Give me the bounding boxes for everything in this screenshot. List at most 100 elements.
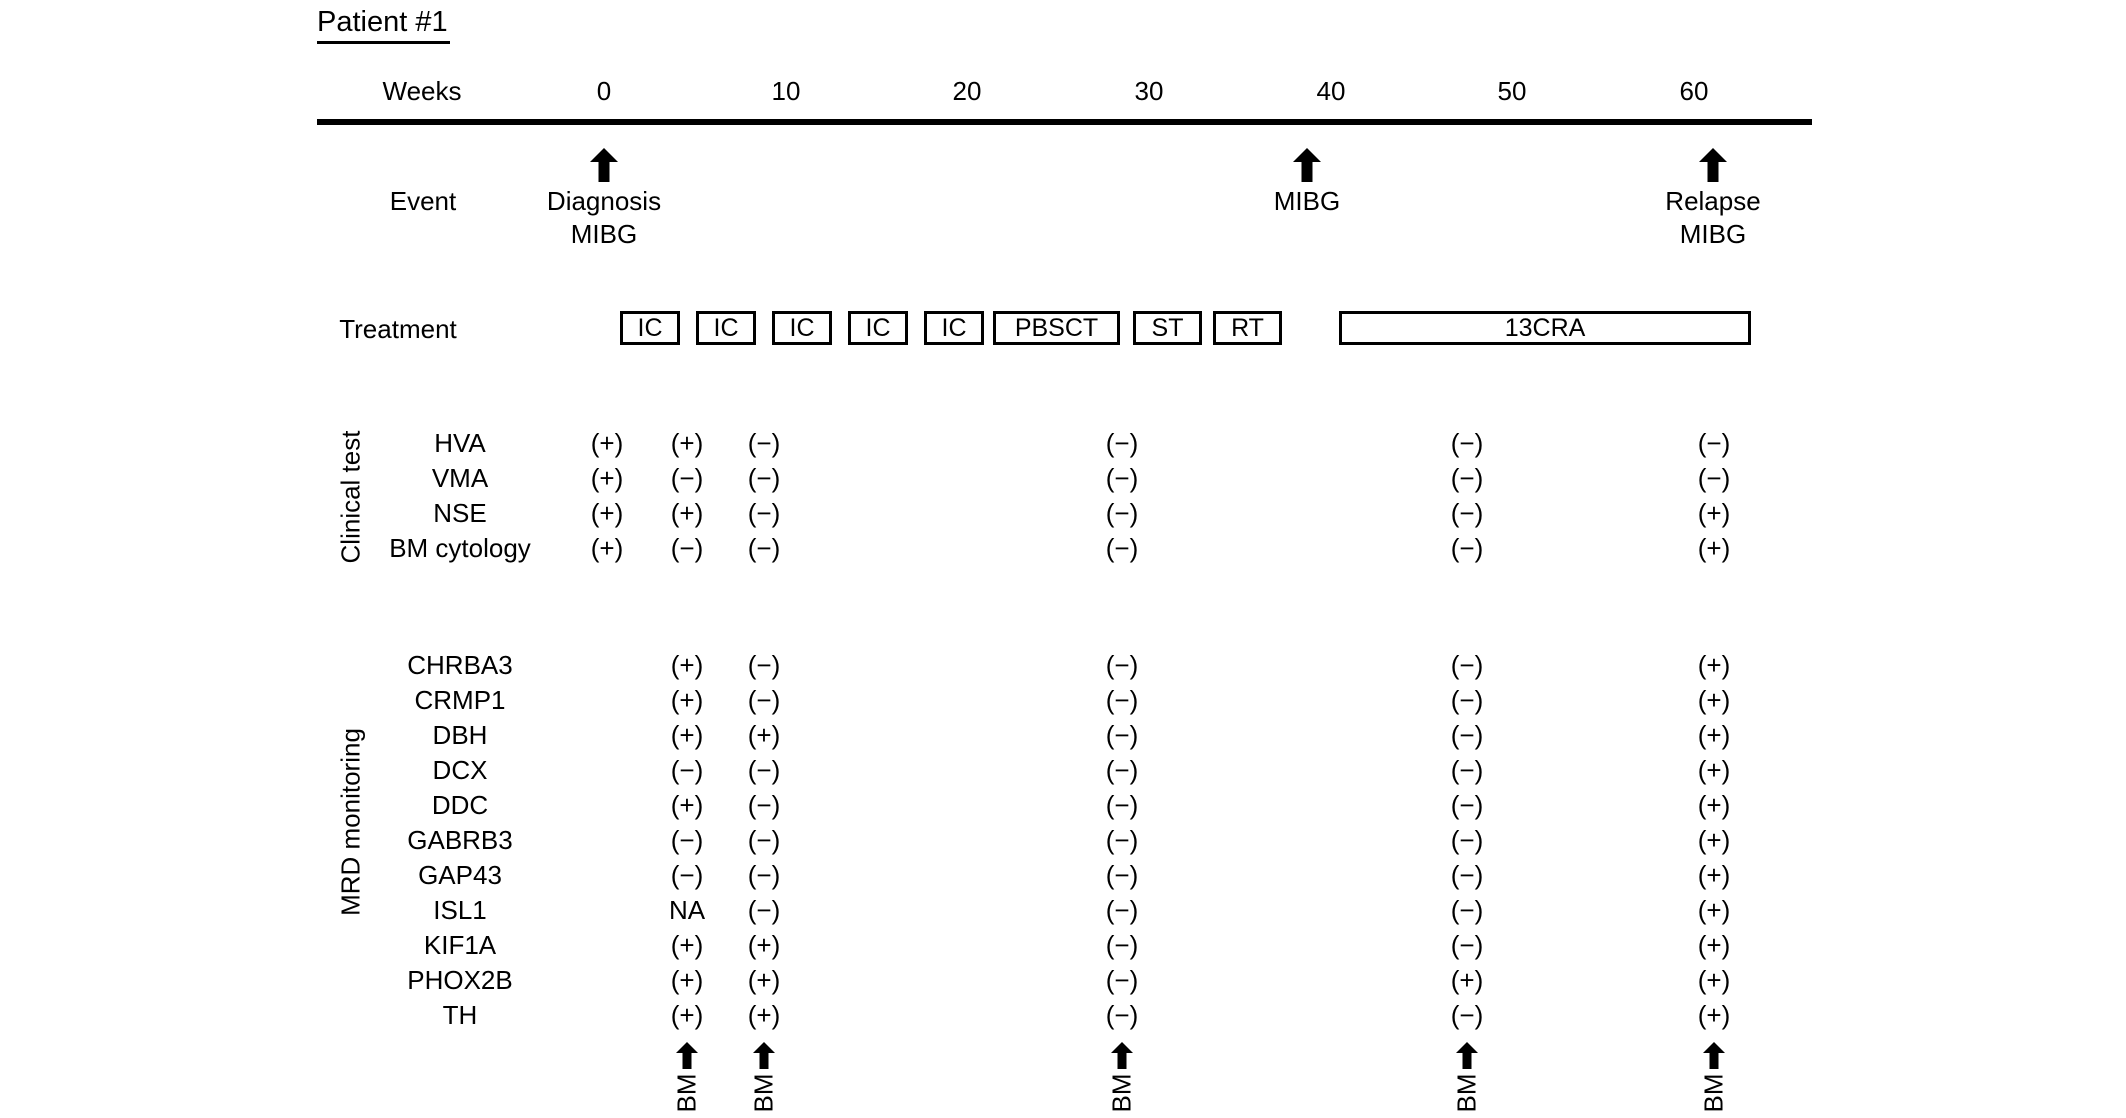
treatment-box-rt-8: RT (1213, 311, 1282, 345)
assay-value-phox2b-col5: (+) (1450, 965, 1484, 995)
bm-arrow-icon-1 (676, 1042, 709, 1069)
assay-row-label-gap43: GAP43 (418, 860, 502, 890)
assay-value-vma-col4: (−) (1105, 463, 1139, 493)
assay-value-nse-col4: (−) (1105, 498, 1139, 528)
timeline-axis-line (317, 119, 1812, 125)
assay-value-crmp1-col4: (−) (1105, 685, 1139, 715)
assay-value-hva-col6: (−) (1697, 428, 1731, 458)
assay-value-gabrb3-col3: (−) (747, 825, 781, 855)
assay-value-vma-col1: (+) (590, 463, 624, 493)
week-tick-0: 0 (596, 76, 612, 106)
assay-value-chrba3-col3: (−) (747, 650, 781, 680)
treatment-box-pbsct-6: PBSCT (993, 311, 1120, 345)
treatment-box-ic-3: IC (772, 311, 832, 345)
assay-value-isl1-col6: (+) (1697, 895, 1731, 925)
assay-value-crmp1-col2: (+) (670, 685, 704, 715)
assay-value-gabrb3-col6: (+) (1697, 825, 1731, 855)
assay-value-gap43-col6: (+) (1697, 860, 1731, 890)
assay-row-label-chrba3: CHRBA3 (407, 650, 513, 680)
treatment-box-ic-4: IC (848, 311, 908, 345)
assay-row-label-ddc: DDC (431, 790, 489, 820)
assay-value-ddc-col6: (+) (1697, 790, 1731, 820)
bm-arrow-icon-2 (753, 1042, 786, 1069)
assay-row-label-phox2b: PHOX2B (407, 965, 513, 995)
assay-row-label-bm-cytology: BM cytology (389, 533, 531, 563)
assay-value-nse-col1: (+) (590, 498, 624, 528)
treatment-box-ic-1: IC (620, 311, 680, 345)
assay-value-dbh-col2: (+) (670, 720, 704, 750)
assay-value-bm-cytology-col5: (−) (1450, 533, 1484, 563)
week-tick-40: 40 (1316, 76, 1346, 106)
assay-value-dcx-col6: (+) (1697, 755, 1731, 785)
treatment-box-ic-5: IC (924, 311, 984, 345)
assay-row-label-vma: VMA (431, 463, 489, 493)
bm-label-5: BM (1698, 1073, 1729, 1113)
assay-value-ddc-col2: (+) (670, 790, 704, 820)
assay-value-hva-col3: (−) (747, 428, 781, 458)
assay-value-dcx-col3: (−) (747, 755, 781, 785)
assay-value-kif1a-col6: (+) (1697, 930, 1731, 960)
assay-value-phox2b-col6: (+) (1697, 965, 1731, 995)
assay-value-vma-col2: (−) (670, 463, 704, 493)
event-label-diagnosis-line2: MIBG (570, 219, 638, 249)
assay-value-chrba3-col5: (−) (1450, 650, 1484, 680)
assay-value-kif1a-col5: (−) (1450, 930, 1484, 960)
week-tick-50: 50 (1497, 76, 1527, 106)
assay-value-gap43-col2: (−) (670, 860, 704, 890)
bm-arrow-icon-5 (1703, 1042, 1736, 1069)
assay-value-bm-cytology-col2: (−) (670, 533, 704, 563)
assay-row-label-dcx: DCX (432, 755, 488, 785)
assay-value-phox2b-col3: (+) (747, 965, 781, 995)
event-arrow-icon-diagnosis (590, 148, 632, 182)
assay-value-nse-col6: (+) (1697, 498, 1731, 528)
treatment-box-ic-2: IC (696, 311, 756, 345)
assay-value-hva-col2: (+) (670, 428, 704, 458)
assay-value-crmp1-col3: (−) (747, 685, 781, 715)
bm-arrow-icon-4 (1456, 1042, 1489, 1069)
assay-value-gap43-col4: (−) (1105, 860, 1139, 890)
assay-value-isl1-col4: (−) (1105, 895, 1139, 925)
week-tick-30: 30 (1134, 76, 1164, 106)
week-tick-20: 20 (952, 76, 982, 106)
bm-label-3: BM (1106, 1073, 1137, 1113)
event-label-diagnosis-line1: Diagnosis (546, 186, 662, 216)
event-row-label: Event (389, 186, 457, 216)
assay-value-th-col6: (+) (1697, 1000, 1731, 1030)
assay-row-label-hva: HVA (434, 428, 486, 458)
assay-value-dbh-col6: (+) (1697, 720, 1731, 750)
assay-value-vma-col6: (−) (1697, 463, 1731, 493)
assay-value-gabrb3-col5: (−) (1450, 825, 1484, 855)
assay-value-th-col3: (+) (747, 1000, 781, 1030)
assay-value-bm-cytology-col3: (−) (747, 533, 781, 563)
section-label-clinical-test: Clinical test (335, 430, 366, 564)
assay-value-gabrb3-col4: (−) (1105, 825, 1139, 855)
figure-title: Patient #1 (317, 6, 450, 44)
bm-label-2: BM (748, 1073, 779, 1113)
event-arrow-icon-relapse (1699, 148, 1741, 182)
assay-value-dcx-col2: (−) (670, 755, 704, 785)
assay-value-chrba3-col4: (−) (1105, 650, 1139, 680)
assay-row-label-isl1: ISL1 (433, 895, 487, 925)
assay-value-phox2b-col4: (−) (1105, 965, 1139, 995)
assay-value-isl1-col2: NA (668, 895, 706, 925)
assay-value-bm-cytology-col6: (+) (1697, 533, 1731, 563)
assay-value-hva-col1: (+) (590, 428, 624, 458)
assay-value-gap43-col3: (−) (747, 860, 781, 890)
assay-row-label-th: TH (442, 1000, 478, 1030)
assay-value-dbh-col4: (−) (1105, 720, 1139, 750)
assay-value-dcx-col4: (−) (1105, 755, 1139, 785)
assay-row-label-kif1a: KIF1A (423, 930, 497, 960)
assay-value-th-col2: (+) (670, 1000, 704, 1030)
assay-value-phox2b-col2: (+) (670, 965, 704, 995)
assay-value-th-col5: (−) (1450, 1000, 1484, 1030)
assay-value-dbh-col3: (+) (747, 720, 781, 750)
assay-value-vma-col3: (−) (747, 463, 781, 493)
week-tick-60: 60 (1679, 76, 1709, 106)
assay-value-kif1a-col4: (−) (1105, 930, 1139, 960)
event-label-mibg-week40-line1: MIBG (1273, 186, 1341, 216)
assay-value-gap43-col5: (−) (1450, 860, 1484, 890)
assay-value-crmp1-col5: (−) (1450, 685, 1484, 715)
assay-value-dcx-col5: (−) (1450, 755, 1484, 785)
assay-value-kif1a-col2: (+) (670, 930, 704, 960)
assay-row-label-crmp1: CRMP1 (414, 685, 506, 715)
